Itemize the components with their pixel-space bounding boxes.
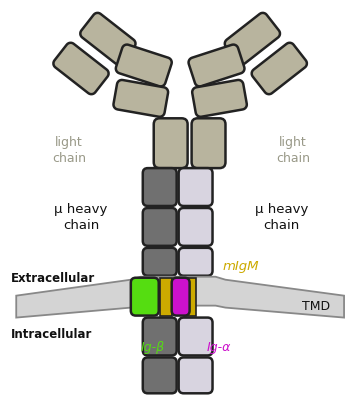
FancyBboxPatch shape	[143, 248, 177, 276]
Text: Ig-β: Ig-β	[141, 341, 165, 354]
Text: TMD: TMD	[302, 300, 330, 313]
FancyBboxPatch shape	[179, 248, 213, 276]
Text: μ heavy
chain: μ heavy chain	[255, 204, 308, 232]
Text: light
chain: light chain	[276, 136, 310, 165]
Polygon shape	[116, 44, 172, 86]
Text: light
chain: light chain	[52, 136, 86, 165]
FancyBboxPatch shape	[154, 118, 188, 168]
Polygon shape	[113, 80, 168, 117]
Polygon shape	[192, 80, 247, 117]
FancyBboxPatch shape	[179, 168, 213, 206]
Polygon shape	[80, 13, 135, 64]
Text: Extracellular: Extracellular	[11, 272, 95, 285]
Bar	[184, 278, 196, 316]
FancyBboxPatch shape	[179, 358, 213, 393]
Text: μ heavy
chain: μ heavy chain	[54, 204, 108, 232]
Text: mIgM: mIgM	[222, 260, 259, 273]
Text: Ig-α: Ig-α	[206, 341, 231, 354]
FancyBboxPatch shape	[143, 208, 177, 246]
Polygon shape	[53, 43, 108, 94]
FancyBboxPatch shape	[192, 118, 225, 168]
FancyBboxPatch shape	[143, 318, 177, 356]
FancyBboxPatch shape	[172, 278, 190, 316]
Polygon shape	[252, 43, 307, 94]
Bar	[160, 278, 172, 316]
Text: Intracellular: Intracellular	[10, 328, 92, 341]
FancyBboxPatch shape	[143, 358, 177, 393]
FancyBboxPatch shape	[131, 278, 159, 316]
Polygon shape	[188, 44, 244, 86]
Polygon shape	[225, 13, 280, 64]
FancyBboxPatch shape	[179, 318, 213, 356]
FancyBboxPatch shape	[179, 208, 213, 246]
Polygon shape	[16, 277, 344, 318]
FancyBboxPatch shape	[143, 168, 177, 206]
